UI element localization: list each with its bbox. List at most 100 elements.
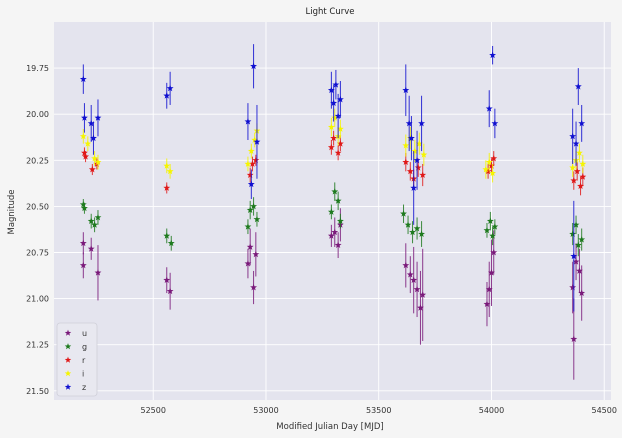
data-point bbox=[570, 252, 578, 260]
data-point bbox=[578, 289, 586, 296]
y-tick-label: 21.50 bbox=[26, 387, 49, 396]
data-point bbox=[81, 114, 88, 121]
y-tick-label: 21.00 bbox=[26, 295, 49, 304]
data-point bbox=[418, 230, 425, 237]
data-point bbox=[82, 153, 89, 160]
data-point bbox=[484, 167, 492, 175]
series-g bbox=[79, 182, 586, 257]
data-point bbox=[336, 140, 344, 147]
data-point bbox=[577, 182, 584, 190]
data-point bbox=[250, 283, 257, 291]
data-point bbox=[79, 75, 87, 83]
data-point bbox=[336, 217, 344, 225]
legend-marker-r bbox=[64, 356, 72, 363]
data-point bbox=[90, 134, 97, 142]
data-point bbox=[327, 208, 335, 215]
data-point bbox=[402, 158, 410, 166]
data-point bbox=[79, 261, 87, 269]
data-point bbox=[94, 269, 102, 276]
data-point bbox=[418, 119, 425, 127]
data-point bbox=[485, 285, 493, 293]
data-point bbox=[569, 164, 577, 171]
data-point bbox=[570, 335, 578, 343]
data-point bbox=[578, 119, 586, 127]
data-point bbox=[94, 213, 102, 221]
data-point bbox=[573, 167, 581, 175]
data-point bbox=[491, 119, 499, 127]
data-point bbox=[332, 81, 340, 88]
data-point bbox=[79, 200, 87, 208]
data-point bbox=[336, 125, 344, 132]
data-point bbox=[485, 158, 493, 166]
data-point bbox=[489, 232, 497, 239]
data-point bbox=[327, 123, 335, 131]
data-point bbox=[252, 156, 260, 164]
data-point bbox=[87, 217, 95, 225]
data-point bbox=[244, 223, 252, 230]
data-point bbox=[419, 291, 427, 298]
data-point bbox=[404, 221, 412, 228]
data-point bbox=[94, 158, 102, 166]
legend-marker-u bbox=[64, 329, 72, 336]
data-point bbox=[406, 167, 414, 175]
data-point bbox=[336, 95, 344, 103]
data-point bbox=[252, 250, 260, 258]
data-point bbox=[420, 151, 428, 158]
data-point bbox=[246, 243, 254, 250]
data-point bbox=[488, 269, 495, 276]
data-point bbox=[330, 134, 338, 142]
data-point bbox=[166, 287, 174, 295]
data-point bbox=[569, 230, 577, 237]
y-axis-label: Magnitude bbox=[7, 189, 17, 234]
legend-label-g: g bbox=[82, 343, 87, 352]
data-point bbox=[244, 117, 252, 125]
data-point bbox=[408, 134, 415, 142]
data-point bbox=[417, 304, 424, 311]
data-point bbox=[244, 160, 252, 167]
data-point bbox=[91, 221, 99, 228]
data-point bbox=[413, 285, 421, 293]
data-point bbox=[334, 112, 342, 119]
data-point bbox=[579, 160, 587, 167]
chart-title: Light Curve bbox=[306, 7, 355, 17]
data-point bbox=[413, 156, 421, 164]
legend-label-u: u bbox=[82, 329, 87, 338]
data-point bbox=[576, 149, 583, 156]
data-point bbox=[94, 114, 102, 121]
data-point bbox=[409, 228, 416, 236]
y-tick-label: 20.25 bbox=[26, 156, 49, 165]
data-point bbox=[486, 217, 494, 225]
data-point bbox=[79, 132, 87, 140]
data-point bbox=[483, 300, 491, 308]
data-point bbox=[253, 215, 261, 223]
data-point bbox=[163, 92, 171, 99]
data-point bbox=[570, 176, 578, 184]
data-point bbox=[483, 226, 491, 234]
data-point bbox=[572, 140, 580, 147]
data-point bbox=[91, 154, 99, 162]
x-tick-label: 52500 bbox=[140, 406, 165, 415]
data-point bbox=[400, 210, 407, 217]
data-point bbox=[251, 136, 259, 143]
y-tick-label: 20.50 bbox=[26, 202, 49, 211]
data-point bbox=[410, 276, 418, 284]
data-point bbox=[163, 232, 171, 239]
data-point bbox=[79, 239, 87, 247]
series-z bbox=[79, 44, 586, 312]
data-point bbox=[572, 258, 580, 265]
data-point bbox=[490, 154, 498, 162]
data-point bbox=[330, 99, 338, 107]
y-tick-label: 20.00 bbox=[26, 110, 49, 119]
legend-label-r: r bbox=[82, 356, 86, 365]
data-point bbox=[331, 228, 339, 236]
grid-lines bbox=[54, 22, 611, 400]
y-tick-label: 21.25 bbox=[26, 341, 49, 350]
data-point bbox=[402, 86, 410, 94]
data-point bbox=[414, 164, 422, 171]
legend-label-z: z bbox=[82, 383, 86, 392]
data-point bbox=[244, 259, 252, 267]
data-point bbox=[491, 223, 499, 230]
data-point bbox=[482, 165, 490, 173]
x-axis-ticks: 52500 53000 53500 54000 54500 bbox=[140, 406, 616, 415]
